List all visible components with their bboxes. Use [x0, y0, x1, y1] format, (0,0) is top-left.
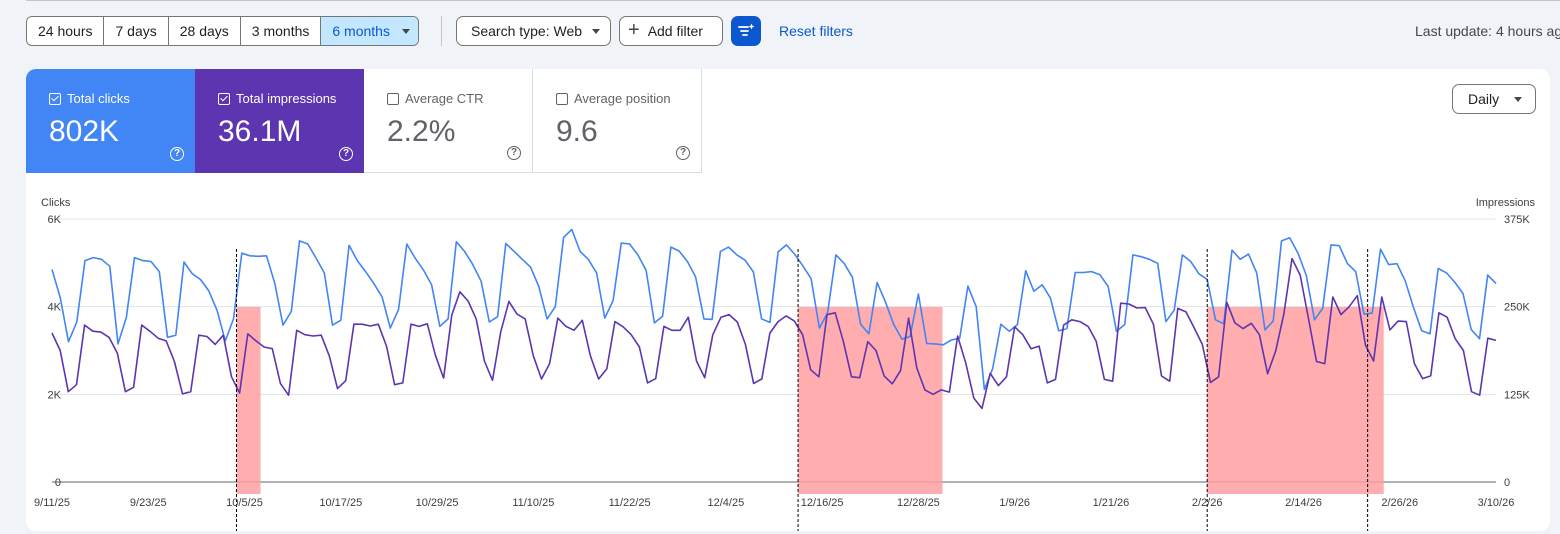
impressions-series-line — [51, 257, 1497, 410]
x-tick-label: 9/23/25 — [130, 497, 167, 509]
filter-sparkle-icon — [738, 23, 755, 36]
metric-label-row: Average CTR — [387, 91, 484, 106]
x-tick-label: 9/11/25 — [34, 497, 70, 509]
chevron-down-icon — [401, 28, 410, 34]
range-24-hours[interactable]: 24 hours — [27, 17, 105, 45]
metric-label-row: Average position — [556, 91, 671, 106]
x-tick-label: 12/16/25 — [801, 497, 844, 509]
add-filter-button[interactable]: + Add filter — [619, 16, 723, 46]
search-type-dropdown[interactable]: Search type: Web — [456, 16, 611, 46]
y-tick-label-left: 6K — [48, 214, 62, 226]
help-icon[interactable]: ? — [676, 146, 690, 160]
x-tick-label: 1/9/26 — [999, 497, 1030, 509]
date-range-selector: 24 hours 7 days 28 days 3 months 6 month… — [26, 16, 419, 46]
performance-card: Total clicks 802K ? Total impressions 36… — [26, 69, 1550, 531]
x-tick-label: 2/14/26 — [1285, 497, 1322, 509]
chevron-down-icon — [592, 29, 600, 34]
granularity-label: Daily — [1468, 91, 1500, 107]
plus-icon: + — [628, 19, 640, 41]
x-tick-label: 2/2/26 — [1192, 497, 1223, 509]
checkbox-icon[interactable] — [218, 92, 230, 105]
metric-value: 9.6 — [556, 115, 598, 148]
metric-value: 2.2% — [387, 115, 456, 148]
toolbar: 24 hours 7 days 28 days 3 months 6 month… — [26, 16, 1560, 46]
help-icon[interactable]: ? — [507, 146, 521, 160]
y-tick-label-right: 125K — [1504, 389, 1530, 401]
x-tick-label: 10/5/25 — [226, 497, 263, 509]
x-tick-label: 3/10/26 — [1478, 497, 1515, 509]
metric-label: Total clicks — [67, 91, 130, 106]
y-axis-left-title: Clicks — [41, 197, 71, 209]
y-tick-label-right: 250K — [1504, 302, 1530, 314]
metric-label-row: Total clicks — [49, 91, 130, 106]
x-tick-label: 2/26/26 — [1381, 497, 1418, 509]
x-tick-label: 10/29/25 — [416, 497, 459, 509]
performance-chart: Clicks Impressions 0 2K 4K 6K 0 125K 250K 375K 9/1… — [34, 197, 1536, 531]
checkbox-icon[interactable] — [556, 92, 568, 105]
highlight-range — [1207, 307, 1384, 494]
range-6-months[interactable]: 6 months — [321, 17, 418, 45]
y-tick-label-right: 375K — [1504, 214, 1530, 226]
last-update-text: Last update: 4 hours ag — [1415, 23, 1560, 39]
top-divider — [26, 0, 1560, 1]
x-tick-label: 12/28/25 — [897, 497, 940, 509]
x-tick-label: 12/4/25 — [708, 497, 745, 509]
help-icon[interactable]: ? — [339, 147, 353, 161]
highlight-range — [798, 307, 943, 494]
metric-value: 802K — [49, 115, 120, 148]
range-6-months-label: 6 months — [332, 23, 390, 39]
metric-label-row: Total impressions — [218, 91, 336, 106]
metric-label: Average position — [574, 91, 671, 106]
metric-average-ctr[interactable]: Average CTR 2.2% ? — [364, 69, 533, 173]
toolbar-divider — [441, 16, 442, 46]
metric-label: Average CTR — [405, 91, 484, 106]
clicks-series-line — [51, 228, 1497, 391]
y-axis-right-title: Impressions — [1476, 197, 1536, 209]
range-7-days[interactable]: 7 days — [104, 17, 169, 45]
filter-sparkle-button[interactable] — [731, 16, 761, 46]
x-tick-label: 11/22/25 — [609, 497, 651, 509]
help-icon[interactable]: ? — [170, 147, 184, 161]
y-tick-label-right: 0 — [1504, 477, 1510, 489]
granularity-dropdown[interactable]: Daily — [1452, 84, 1536, 114]
y-tick-label-left: 2K — [48, 389, 62, 401]
metric-total-impressions[interactable]: Total impressions 36.1M ? — [195, 69, 364, 173]
x-tick-label: 10/17/25 — [319, 497, 362, 509]
metric-total-clicks[interactable]: Total clicks 802K ? — [26, 69, 195, 173]
add-filter-label: Add filter — [647, 23, 703, 39]
range-28-days[interactable]: 28 days — [168, 17, 241, 45]
reset-filters-link[interactable]: Reset filters — [779, 23, 853, 39]
y-tick-label-left: 4K — [48, 302, 62, 314]
checkbox-icon[interactable] — [49, 92, 61, 105]
checkbox-icon[interactable] — [387, 92, 399, 105]
metric-average-position[interactable]: Average position 9.6 ? — [533, 69, 702, 173]
search-type-label: Search type: Web — [471, 23, 583, 39]
chevron-down-icon — [1514, 97, 1522, 102]
range-3-months[interactable]: 3 months — [240, 17, 322, 45]
metric-value: 36.1M — [218, 115, 302, 148]
highlight-range — [236, 307, 261, 494]
x-tick-label: 1/21/26 — [1093, 497, 1130, 509]
x-tick-label: 11/10/25 — [512, 497, 554, 509]
metric-label: Total impressions — [236, 91, 337, 106]
y-tick-label-left: 0 — [55, 477, 61, 489]
